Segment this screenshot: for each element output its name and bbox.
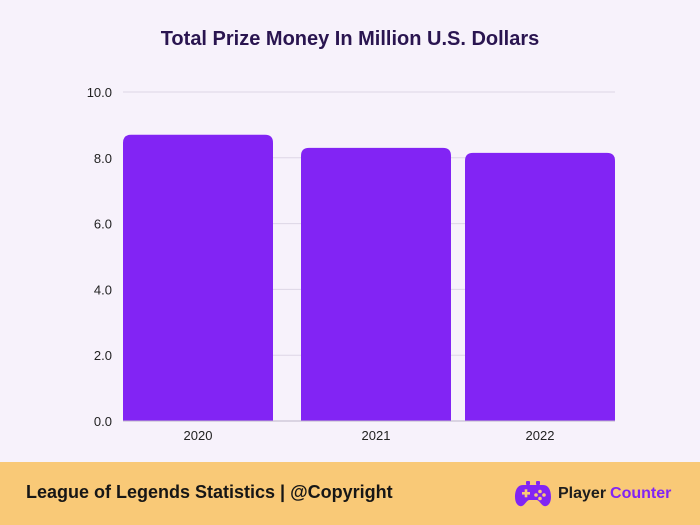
- bar-2020: [123, 134, 273, 421]
- y-tick-label: 2.0: [94, 348, 112, 363]
- x-tick-label: 2022: [526, 428, 555, 443]
- y-tick-label: 0.0: [94, 414, 112, 429]
- bars: [123, 134, 615, 422]
- y-tick-label: 6.0: [94, 217, 112, 232]
- gamepad-icon: [515, 481, 551, 507]
- bar-2021: [301, 147, 451, 421]
- x-tick-label: 2021: [362, 428, 391, 443]
- footer: League of Legends Statistics | @Copyrigh…: [0, 462, 700, 525]
- brand-logo[interactable]: Player Counter: [514, 478, 671, 510]
- bar-chart: 0.0 2.0 4.0 6.0 8.0 10.0 2020 2021 2022: [87, 85, 615, 443]
- x-axis-ticks: 2020 2021 2022: [184, 428, 555, 443]
- chart-title: Total Prize Money In Million U.S. Dollar…: [160, 28, 540, 50]
- x-tick-label: 2020: [184, 428, 213, 443]
- y-tick-label: 8.0: [94, 151, 112, 166]
- y-tick-label: 4.0: [94, 282, 112, 297]
- y-axis-ticks: 0.0 2.0 4.0 6.0 8.0 10.0: [87, 85, 112, 429]
- brand-name-accent: Counter: [610, 485, 672, 502]
- footer-copyright-text: League of Legends Statistics | @Copyrigh…: [26, 482, 393, 502]
- brand-name: Player: [558, 485, 607, 502]
- y-tick-label: 10.0: [87, 85, 112, 100]
- bar-2022: [465, 152, 615, 422]
